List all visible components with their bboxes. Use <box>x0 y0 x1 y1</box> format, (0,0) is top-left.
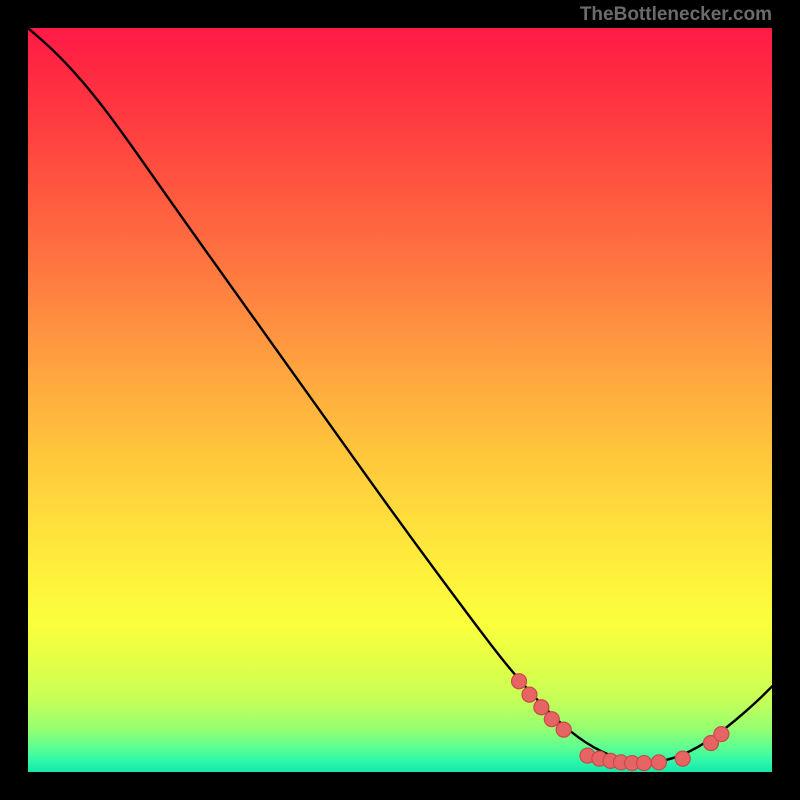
data-marker <box>714 727 729 742</box>
data-marker <box>512 674 527 689</box>
data-marker <box>522 687 537 702</box>
frame-bottom <box>0 772 800 800</box>
data-marker <box>534 700 549 715</box>
watermark-label: TheBottlenecker.com <box>580 4 772 26</box>
data-marker <box>544 712 559 727</box>
gradient-background <box>28 28 772 772</box>
data-marker <box>637 756 652 771</box>
data-marker <box>651 755 666 770</box>
data-marker <box>556 722 571 737</box>
data-marker <box>675 751 690 766</box>
frame-left <box>0 28 28 772</box>
bottleneck-chart <box>28 28 772 772</box>
frame-right <box>772 28 800 772</box>
chart-svg <box>28 28 772 772</box>
